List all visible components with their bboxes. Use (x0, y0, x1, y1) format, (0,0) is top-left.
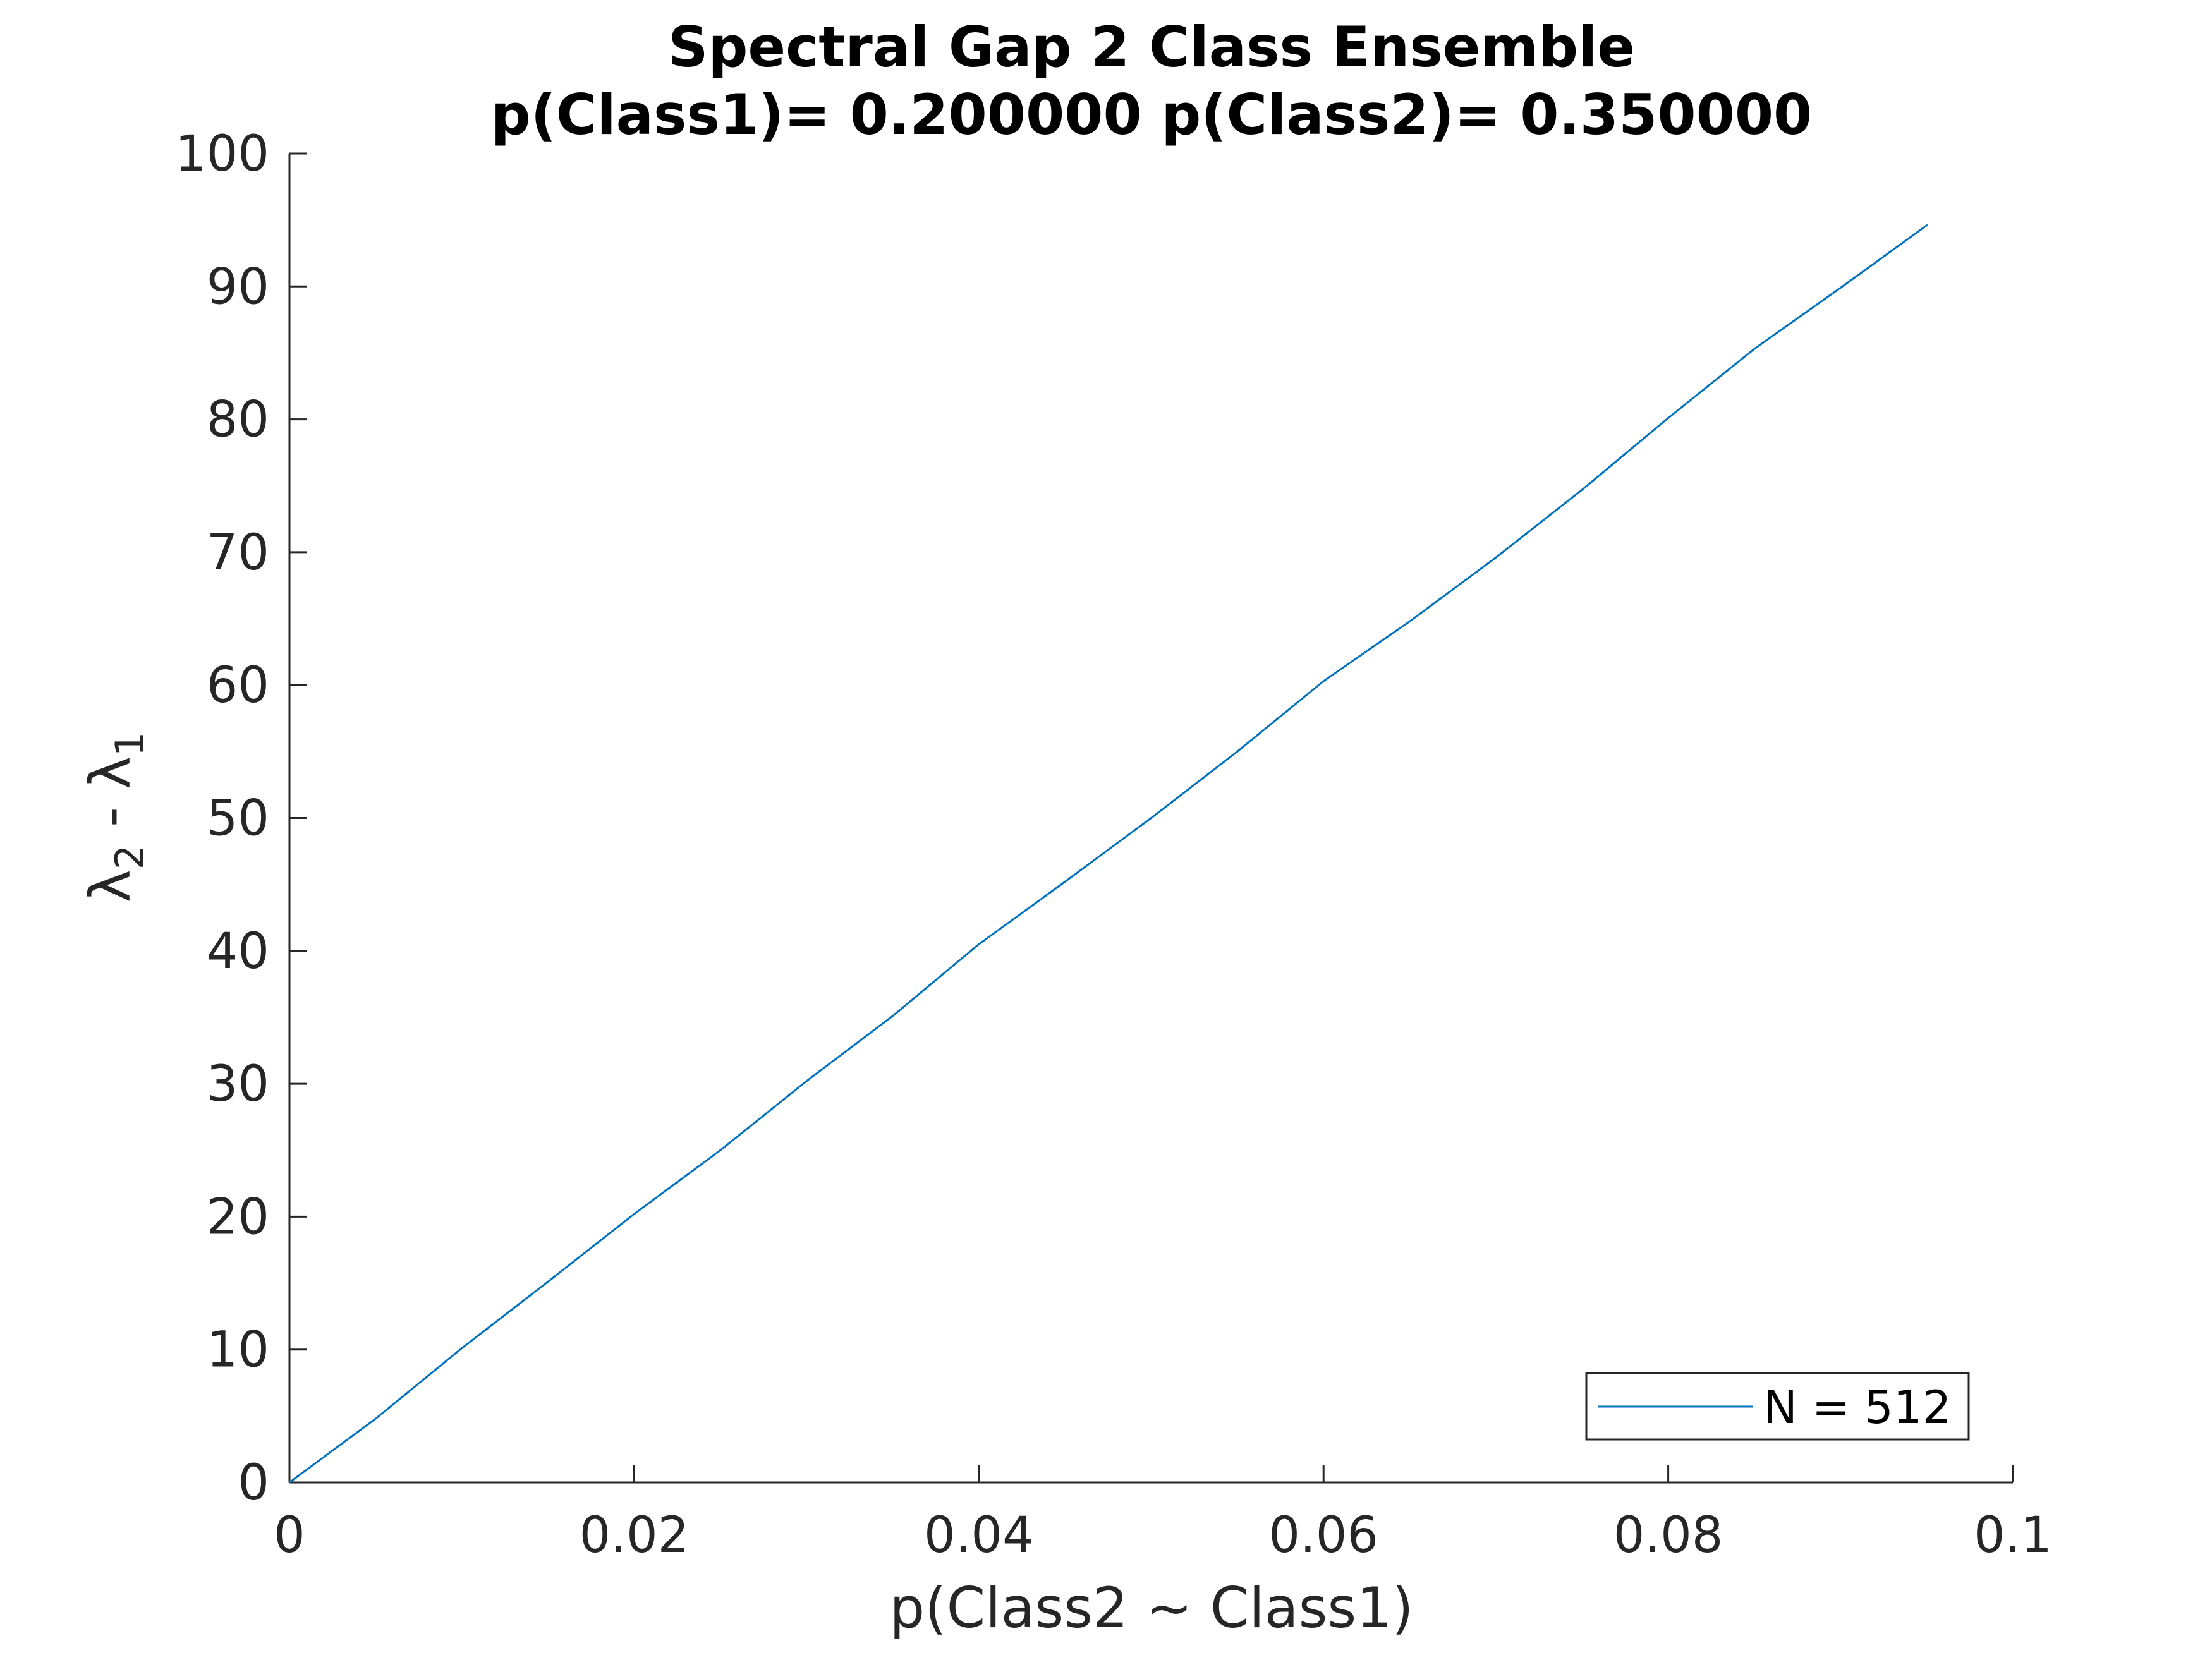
axes (288, 152, 2014, 1484)
legend-entry-label: N = 512 (1763, 1381, 1951, 1434)
series-line-0 (289, 224, 1928, 1484)
x-axis-label: p(Class2 ~ Class1) (889, 1575, 1413, 1640)
y-axis-label: λ2 - λ1 (78, 732, 153, 903)
tick-labels: 0 0.02 0.04 0.06 0.08 0.1 0 10 20 30 40 50 60 70 80 90 1… (175, 126, 2052, 1564)
y-axis-label-sub-2: 2 (107, 845, 153, 869)
y-tick-label: 40 (207, 923, 269, 980)
data-point (288, 1481, 291, 1484)
y-axis-label-minus-lambda: - λ (78, 756, 143, 845)
data-point (633, 1213, 635, 1215)
y-axis-label-sub-1: 1 (107, 732, 153, 756)
data-point (1581, 488, 1583, 491)
data-point (719, 1149, 722, 1151)
x-tick-label: 0.04 (924, 1507, 1034, 1564)
x-tick-label: 0.02 (580, 1507, 690, 1564)
data-point (1064, 880, 1066, 883)
y-tick-label: 0 (238, 1455, 269, 1512)
data-point (1753, 348, 1756, 350)
data-point (1322, 680, 1325, 682)
x-tick-label: 0.06 (1268, 1507, 1378, 1564)
data-point (978, 943, 980, 945)
y-tick-label: 50 (207, 791, 269, 847)
data-point (1409, 620, 1411, 622)
data-point (1150, 817, 1152, 819)
plot-area (288, 224, 1928, 1484)
data-point (1495, 556, 1497, 559)
x-tick-label: 0 (274, 1507, 305, 1564)
chart-title-line-1: Spectral Gap 2 Class Ensemble (668, 15, 1635, 80)
legend: N = 512 (1585, 1372, 1970, 1441)
data-point (1926, 224, 1928, 227)
y-tick-label: 100 (175, 126, 269, 183)
y-tick-label: 70 (207, 524, 269, 581)
y-tick-label: 10 (207, 1322, 269, 1379)
data-point (1667, 416, 1670, 419)
data-point (1839, 286, 1842, 289)
y-tick-label: 60 (207, 657, 269, 714)
x-tick-label: 0.1 (1974, 1507, 2052, 1564)
data-point (891, 1015, 894, 1017)
chart-title-line-2: p(Class1)= 0.200000 p(Class2)= 0.350000 (491, 82, 1813, 147)
data-point (1236, 750, 1239, 753)
data-point (805, 1080, 808, 1082)
y-tick-label: 80 (207, 392, 269, 449)
y-tick-label: 90 (207, 258, 269, 315)
data-point (461, 1347, 463, 1350)
data-point (374, 1417, 377, 1420)
data-point (547, 1280, 549, 1283)
y-tick-label: 30 (207, 1056, 269, 1113)
y-axis-label-lambda: λ (78, 869, 143, 902)
x-tick-label: 0.08 (1613, 1507, 1723, 1564)
y-tick-label: 20 (207, 1189, 269, 1245)
